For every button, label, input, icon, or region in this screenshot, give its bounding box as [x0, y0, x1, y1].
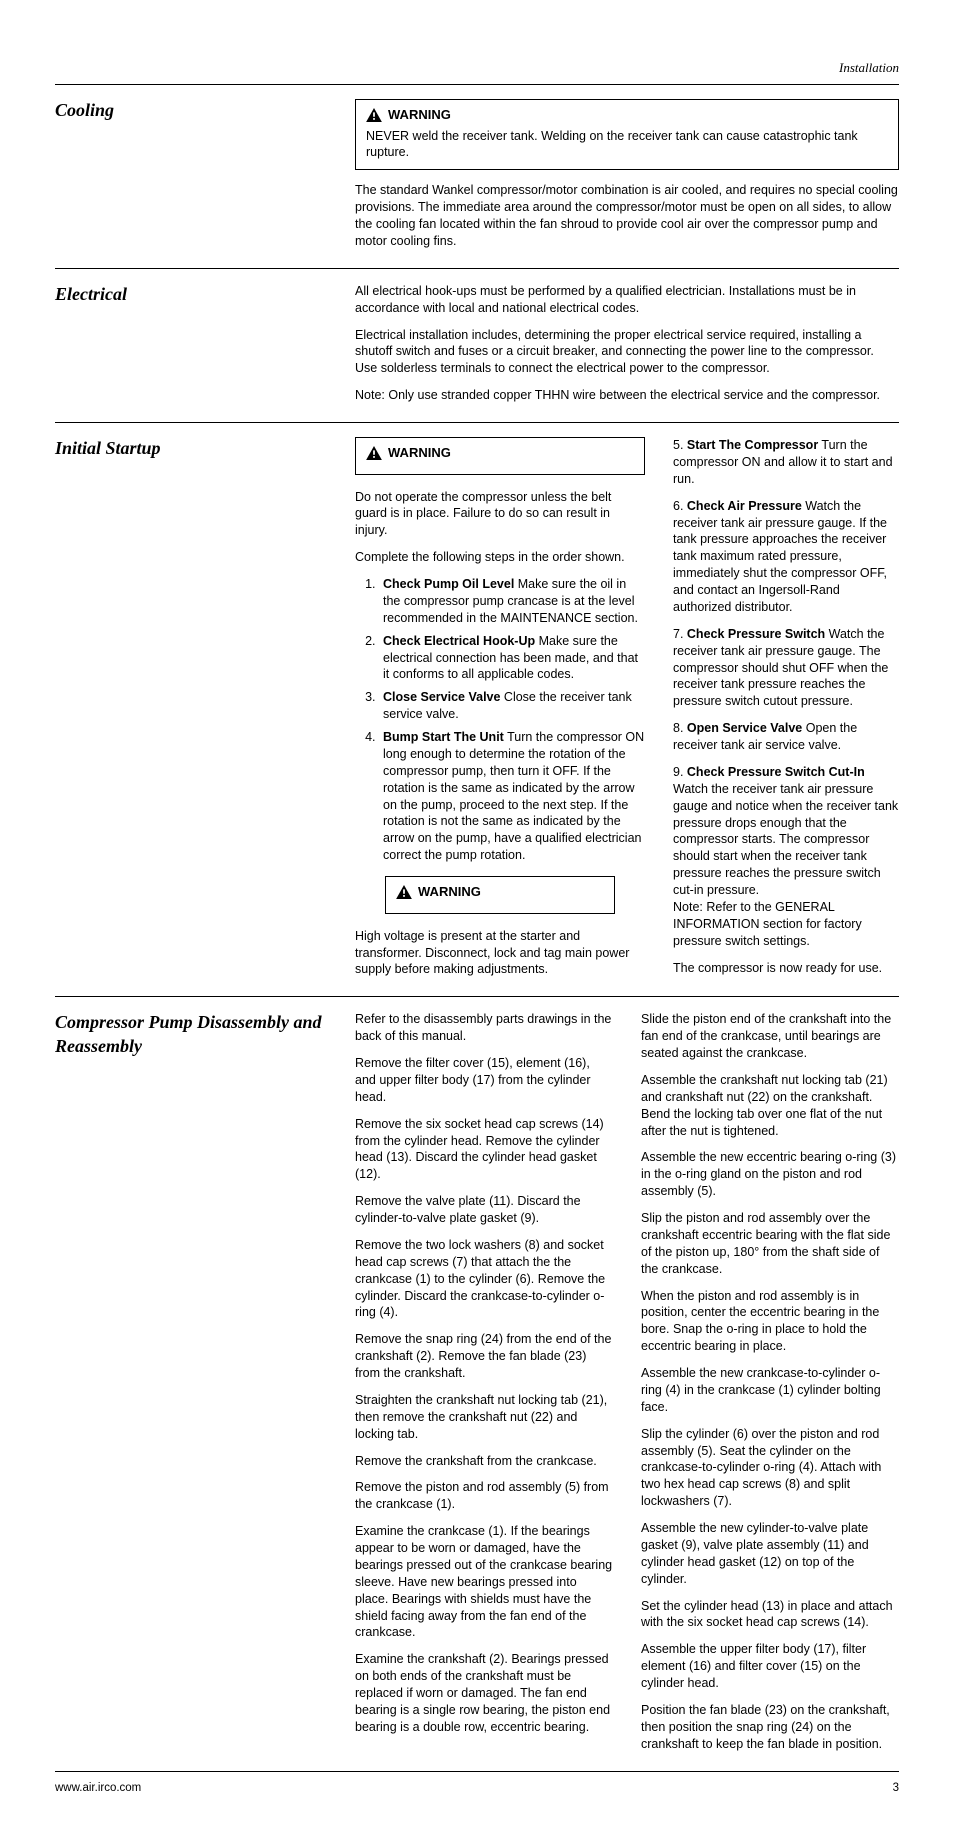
warning-box: WARNING	[355, 437, 645, 475]
warning-label: WARNING	[388, 106, 451, 124]
disassembly-col1: Refer to the disassembly parts drawings …	[355, 1011, 613, 1752]
disassembly-para: Assemble the upper filter body (17), fil…	[641, 1641, 899, 1692]
warning-header: WARNING	[366, 106, 888, 124]
disassembly-para: Remove the piston and rod assembly (5) f…	[355, 1479, 613, 1513]
step-title: Bump Start The Unit	[383, 730, 504, 744]
disassembly-para: Refer to the disassembly parts drawings …	[355, 1011, 613, 1045]
section-body-electrical: All electrical hook-ups must be performe…	[355, 283, 899, 404]
section-body-disassembly: Refer to the disassembly parts drawings …	[355, 1011, 899, 1752]
section-body-cooling: WARNING NEVER weld the receiver tank. We…	[355, 99, 899, 250]
disassembly-para: Assemble the new cylinder-to-valve plate…	[641, 1520, 899, 1588]
disassembly-para: Remove the valve plate (11). Discard the…	[355, 1193, 613, 1227]
warning-box: WARNING NEVER weld the receiver tank. We…	[355, 99, 899, 170]
disassembly-para: Examine the crankcase (1). If the bearin…	[355, 1523, 613, 1641]
disassembly-para: Assemble the crankshaft nut locking tab …	[641, 1072, 899, 1140]
step-item: Check Pump Oil Level Make sure the oil i…	[379, 576, 645, 627]
section-title-startup: Initial Startup	[55, 437, 355, 460]
disassembly-para: Remove the two lock washers (8) and sock…	[355, 1237, 613, 1321]
footer-left: www.air.irco.com	[55, 1782, 141, 1794]
disassembly-para: Position the fan blade (23) on the crank…	[641, 1702, 899, 1753]
warning-label: WARNING	[388, 444, 451, 462]
section-body-startup: WARNING Do not operate the compressor un…	[355, 437, 899, 978]
step-item: 8. Open Service Valve Open the receiver …	[673, 720, 899, 754]
step-item: 5. Start The Compressor Turn the compres…	[673, 437, 899, 488]
disassembly-para: Remove the crankshaft from the crankcase…	[355, 1453, 613, 1470]
step-title: Check Electrical Hook-Up	[383, 634, 535, 648]
startup-note: Note: Refer to the GENERAL INFORMATION s…	[673, 899, 899, 950]
step-item: Check Electrical Hook-Up Make sure the e…	[379, 633, 645, 684]
disassembly-para: Remove the snap ring (24) from the end o…	[355, 1331, 613, 1382]
startup-col2: 5. Start The Compressor Turn the compres…	[673, 437, 899, 978]
startup-done: The compressor is now ready for use.	[673, 960, 899, 977]
step-item: 7. Check Pressure Switch Watch the recei…	[673, 626, 899, 710]
section-disassembly: Compressor Pump Disassembly and Reassemb…	[55, 997, 899, 1770]
startup-para: High voltage is present at the starter a…	[355, 928, 645, 979]
footer-right: 3	[893, 1782, 899, 1794]
section-electrical: Electrical All electrical hook-ups must …	[55, 269, 899, 422]
disassembly-para: Straighten the crankshaft nut locking ta…	[355, 1392, 613, 1443]
disassembly-para: Examine the crankshaft (2). Bearings pre…	[355, 1651, 613, 1735]
section-title-disassembly: Compressor Pump Disassembly and Reassemb…	[55, 1011, 355, 1058]
disassembly-para: Set the cylinder head (13) in place and …	[641, 1598, 899, 1632]
warning-icon	[366, 446, 382, 460]
warning-header: WARNING	[366, 444, 634, 462]
section-title-electrical: Electrical	[55, 283, 355, 306]
disassembly-para: Slip the cylinder (6) over the piston an…	[641, 1426, 899, 1510]
warning-label: WARNING	[418, 883, 481, 901]
startup-para: Complete the following steps in the orde…	[355, 549, 645, 566]
disassembly-para: Slip the piston and rod assembly over th…	[641, 1210, 899, 1278]
step-title: Check Air Pressure	[687, 499, 802, 513]
step-title: Check Pressure Switch Cut-In	[687, 765, 865, 779]
section-startup: Initial Startup WARNING Do not operate t…	[55, 423, 899, 996]
warning-icon	[366, 108, 382, 122]
step-number: 8.	[673, 721, 687, 735]
step-title: Check Pressure Switch	[687, 627, 825, 641]
startup-steps-1: Check Pump Oil Level Make sure the oil i…	[355, 576, 645, 864]
step-item: 9. Check Pressure Switch Cut-In Watch th…	[673, 764, 899, 899]
electrical-para: All electrical hook-ups must be performe…	[355, 283, 899, 317]
step-title: Start The Compressor	[687, 438, 818, 452]
step-number: 9.	[673, 765, 687, 779]
step-title: Close Service Valve	[383, 690, 500, 704]
warning-box: WARNING	[385, 876, 615, 914]
startup-col1: WARNING Do not operate the compressor un…	[355, 437, 645, 978]
electrical-body: All electrical hook-ups must be performe…	[355, 283, 899, 404]
step-number: 5.	[673, 438, 687, 452]
electrical-para: Electrical installation includes, determ…	[355, 327, 899, 378]
cooling-body: The standard Wankel compressor/motor com…	[355, 182, 899, 250]
disassembly-para: Assemble the new crankcase-to-cylinder o…	[641, 1365, 899, 1416]
warning-text: NEVER weld the receiver tank. Welding on…	[366, 128, 888, 162]
disassembly-para: When the piston and rod assembly is in p…	[641, 1288, 899, 1356]
section-title-cooling: Cooling	[55, 99, 355, 122]
startup-para: Do not operate the compressor unless the…	[355, 489, 645, 540]
step-number: 7.	[673, 627, 687, 641]
electrical-para: Note: Only use stranded copper THHN wire…	[355, 387, 899, 404]
disassembly-col2: Slide the piston end of the crankshaft i…	[641, 1011, 899, 1752]
disassembly-para: Slide the piston end of the crankshaft i…	[641, 1011, 899, 1062]
step-item: Close Service Valve Close the receiver t…	[379, 689, 645, 723]
warning-icon	[396, 885, 412, 899]
disassembly-para: Assemble the new eccentric bearing o-rin…	[641, 1149, 899, 1200]
disassembly-para: Remove the filter cover (15), element (1…	[355, 1055, 613, 1106]
disassembly-para: Remove the six socket head cap screws (1…	[355, 1116, 613, 1184]
step-title: Open Service Valve	[687, 721, 802, 735]
startup-steps-2: 5. Start The Compressor Turn the compres…	[673, 437, 899, 899]
header-label: Installation	[55, 60, 899, 76]
step-item: 6. Check Air Pressure Watch the receiver…	[673, 498, 899, 616]
step-number: 6.	[673, 499, 687, 513]
warning-header: WARNING	[396, 883, 604, 901]
footer: www.air.irco.com 3	[55, 1772, 899, 1794]
step-title: Check Pump Oil Level	[383, 577, 514, 591]
section-cooling: Cooling WARNING NEVER weld the receiver …	[55, 85, 899, 268]
step-item: Bump Start The Unit Turn the compressor …	[379, 729, 645, 864]
